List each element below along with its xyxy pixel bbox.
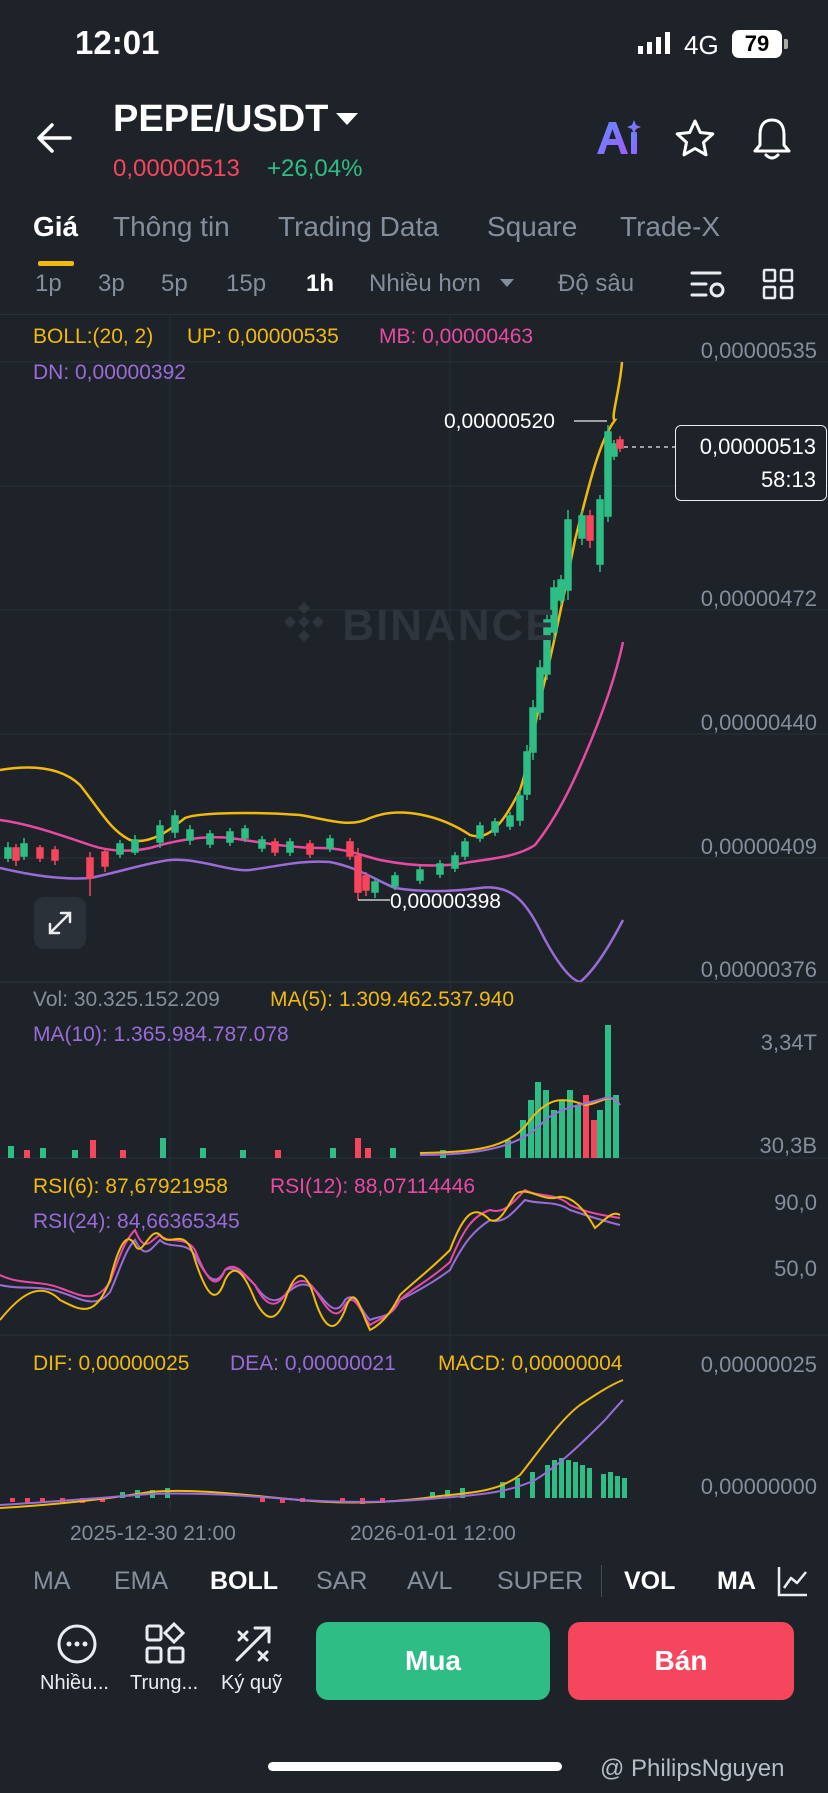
- tab-price[interactable]: Giá: [33, 211, 79, 242]
- indicator-ema[interactable]: EMA: [114, 1567, 169, 1595]
- price-axis-label: 0,00000440: [700, 710, 817, 735]
- credit-watermark: @ PhilipsNguyen: [600, 1755, 785, 1782]
- tab-info[interactable]: Thông tin: [113, 211, 230, 242]
- indicator-ma[interactable]: MA: [33, 1567, 71, 1595]
- fullscreen-button[interactable]: [34, 897, 86, 949]
- rsi24-value: RSI(24): 84,66365345: [33, 1210, 240, 1233]
- tab-trade-x[interactable]: Trade-X: [620, 211, 721, 242]
- volume-axis-top: 3,34T: [760, 1030, 817, 1055]
- status-time: 12:01: [75, 24, 160, 61]
- signal-icon: [638, 32, 670, 54]
- current-price: 0,00000513: [699, 434, 816, 459]
- indicator-separator: [601, 1565, 602, 1597]
- ai-icon[interactable]: [594, 118, 642, 158]
- current-price-box: 0,00000513 58:13: [675, 425, 827, 501]
- indicator-boll[interactable]: BOLL: [210, 1567, 279, 1595]
- macd-dea-value: DEA: 0,00000021: [230, 1352, 396, 1375]
- volume-axis-bottom: 30,3B: [759, 1133, 818, 1158]
- bell-alert-icon[interactable]: [750, 115, 794, 161]
- indicator-settings-icon[interactable]: [776, 1564, 810, 1598]
- interval-3m[interactable]: 3p: [98, 270, 125, 297]
- interval-15m[interactable]: 15p: [226, 270, 267, 297]
- active-tab-indicator: [38, 261, 74, 266]
- boll-label: BOLL:(20, 2): [33, 325, 154, 348]
- buy-button[interactable]: Mua: [316, 1622, 550, 1700]
- rsi-axis-mid: 50,0: [774, 1256, 817, 1281]
- candle-countdown: 58:13: [760, 467, 816, 492]
- binance-logo-icon: [284, 602, 324, 642]
- volume-bars: [8, 1025, 621, 1158]
- interval-more-caret-icon[interactable]: [500, 279, 514, 287]
- volume-ma5: MA(5): 1.309.462.537.940: [270, 988, 515, 1011]
- expand-icon: [48, 911, 72, 935]
- macd-axis-top: 0,00000025: [700, 1352, 817, 1377]
- high-price-marker: 0,00000520: [444, 410, 555, 433]
- price-axis-label: 0,00000535: [700, 338, 817, 363]
- sell-button[interactable]: Bán: [568, 1622, 794, 1700]
- more-options-label[interactable]: Nhiều...: [40, 1672, 109, 1694]
- indicator-vol[interactable]: VOL: [624, 1567, 676, 1595]
- back-arrow-icon[interactable]: [34, 118, 74, 158]
- chart-settings-icon[interactable]: [690, 268, 726, 300]
- volume-ma10: MA(10): 1.365.984.787.078: [33, 1023, 289, 1046]
- binance-watermark: BINANCE: [280, 598, 557, 651]
- macd-value: MACD: 0,00000004: [438, 1352, 623, 1375]
- price-axis-label: 0,00000472: [700, 586, 817, 611]
- interval-1h[interactable]: 1h: [306, 270, 335, 297]
- tab-square[interactable]: Square: [487, 211, 578, 242]
- interval-divider: [0, 314, 828, 315]
- boll-mb-value: MB: 0,00000463: [379, 325, 534, 348]
- candlestick-chart[interactable]: [0, 315, 828, 1525]
- trading-pair-title[interactable]: PEPE/USDT: [113, 98, 329, 140]
- tab-trading-data[interactable]: Trading Data: [278, 211, 439, 242]
- battery-icon: 79: [732, 30, 788, 58]
- macd-dif-value: DIF: 0,00000025: [33, 1352, 190, 1375]
- price-change-percent: +26,04%: [267, 155, 363, 182]
- candles-group: [4, 420, 676, 901]
- interval-1m[interactable]: 1p: [35, 270, 62, 297]
- margin-label[interactable]: Ký quỹ: [221, 1672, 283, 1694]
- pair-dropdown-icon[interactable]: [336, 113, 358, 125]
- boll-up-value: UP: 0,00000535: [187, 325, 339, 348]
- favorite-star-icon[interactable]: [673, 117, 717, 161]
- last-price: 0,00000513: [113, 155, 240, 182]
- time-axis-label: 2025-12-30 21:00: [70, 1522, 236, 1545]
- rsi-lines: [0, 1188, 621, 1332]
- home-indicator[interactable]: [268, 1762, 562, 1771]
- indicator-super[interactable]: SUPER: [497, 1567, 584, 1595]
- watermark-text: BINANCE: [342, 601, 557, 650]
- price-axis-label: 0,00000376: [700, 957, 817, 982]
- rsi6-value: RSI(6): 87,67921958: [33, 1175, 228, 1198]
- indicator-sar[interactable]: SAR: [316, 1567, 368, 1595]
- depth-tab[interactable]: Độ sâu: [558, 270, 635, 297]
- time-axis-label: 2026-01-01 12:00: [350, 1522, 516, 1545]
- margin-icon[interactable]: [231, 1622, 275, 1666]
- macd-axis-bottom: 0,00000000: [700, 1474, 817, 1499]
- trading-hub-label[interactable]: Trung...: [130, 1672, 199, 1694]
- indicator-ma-sub[interactable]: MA: [717, 1567, 756, 1595]
- network-type: 4G: [684, 30, 719, 60]
- low-price-marker: 0,00000398: [390, 890, 501, 913]
- volume-value: Vol: 30.325.152.209: [33, 988, 220, 1011]
- boll-dn-value: DN: 0,00000392: [33, 361, 186, 384]
- chart-divider: [0, 982, 828, 983]
- interval-5m[interactable]: 5p: [161, 270, 188, 297]
- rsi12-value: RSI(12): 88,07114446: [270, 1175, 476, 1198]
- trading-hub-icon[interactable]: [143, 1622, 187, 1666]
- price-axis-label: 0,00000409: [700, 834, 817, 859]
- interval-more[interactable]: Nhiều hơn: [369, 270, 481, 297]
- rsi-axis-top: 90,0: [774, 1190, 817, 1215]
- more-options-icon[interactable]: [55, 1622, 99, 1666]
- layout-grid-icon[interactable]: [762, 268, 794, 300]
- indicator-avl[interactable]: AVL: [407, 1567, 453, 1595]
- macd-area: [0, 1379, 627, 1509]
